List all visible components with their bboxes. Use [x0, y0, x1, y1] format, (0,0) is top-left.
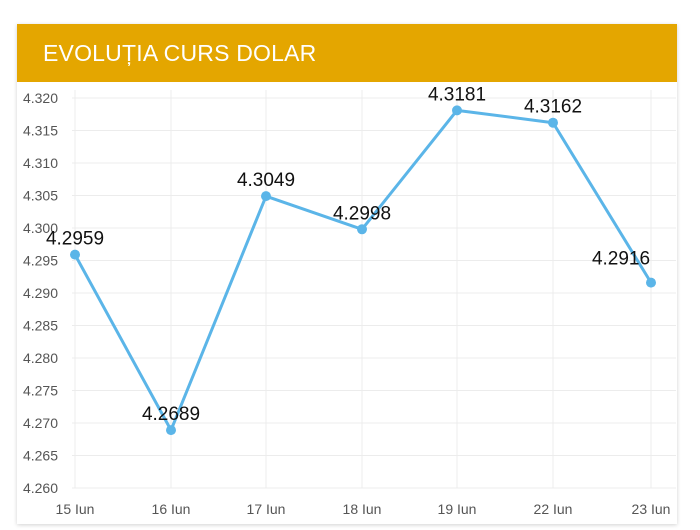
- y-tick-label: 4.265: [23, 448, 58, 464]
- y-tick-label: 4.300: [23, 220, 58, 236]
- data-point: [166, 425, 176, 436]
- x-tick-label: 17 Iun: [247, 501, 286, 517]
- x-tick-label: 15 Iun: [56, 501, 95, 517]
- y-tick-label: 4.275: [23, 383, 58, 399]
- data-label: 4.2916: [592, 249, 650, 270]
- data-label: 4.2689: [142, 404, 200, 425]
- y-tick-label: 4.320: [23, 90, 58, 106]
- x-tick-label: 18 Iun: [343, 501, 382, 517]
- data-point: [70, 249, 80, 260]
- x-tick-label: 19 Iun: [438, 501, 477, 517]
- data-point: [452, 105, 462, 116]
- data-label: 4.3049: [237, 170, 295, 191]
- y-tick-label: 4.315: [23, 123, 58, 139]
- y-tick-label: 4.290: [23, 285, 58, 301]
- data-point: [261, 191, 271, 202]
- data-point: [357, 224, 367, 235]
- y-tick-label: 4.260: [23, 480, 58, 496]
- y-tick-label: 4.310: [23, 155, 58, 171]
- chart-title: EVOLUȚIA CURS DOLAR: [43, 40, 317, 66]
- y-tick-label: 4.285: [23, 318, 58, 334]
- x-tick-label: 16 Iun: [152, 501, 191, 517]
- chart-header: EVOLUȚIA CURS DOLAR: [17, 24, 677, 82]
- data-label: 4.2959: [46, 229, 104, 250]
- y-tick-label: 4.295: [23, 253, 58, 269]
- data-point: [548, 117, 558, 128]
- chart-card: EVOLUȚIA CURS DOLAR: [17, 24, 677, 524]
- y-tick-label: 4.305: [23, 188, 58, 204]
- data-point: [646, 277, 656, 288]
- data-label: 4.3181: [428, 84, 486, 105]
- y-tick-label: 4.280: [23, 350, 58, 366]
- data-label: 4.2998: [333, 203, 391, 224]
- data-label: 4.3162: [524, 97, 582, 118]
- x-tick-label: 23 Iun: [632, 501, 671, 517]
- x-tick-label: 22 Iun: [534, 501, 573, 517]
- series-line: [73, 108, 653, 432]
- y-tick-label: 4.270: [23, 415, 58, 431]
